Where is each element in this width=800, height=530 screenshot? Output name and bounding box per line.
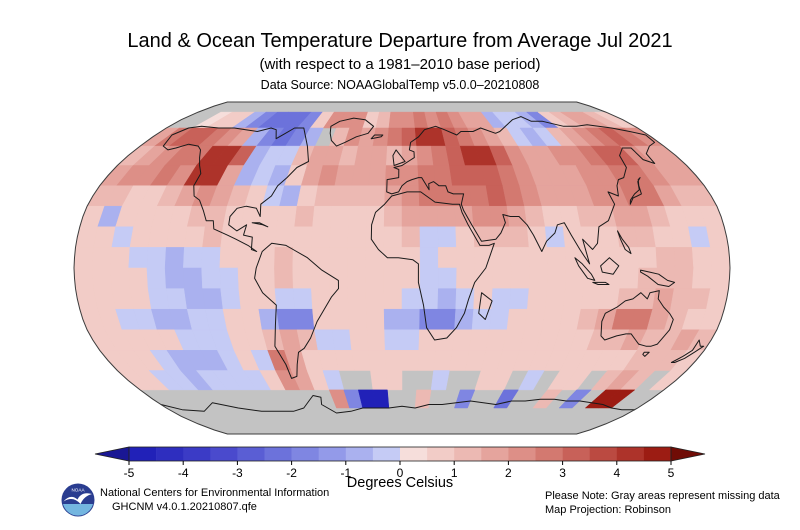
colorbar-tick-label: -1 (340, 466, 351, 480)
colorbar-tick-label: 2 (505, 466, 512, 480)
org-attribution: National Centers for Environmental Infor… (100, 486, 329, 514)
noaa-logo-icon: NOAA (61, 483, 95, 517)
data-source-line: Data Source: NOAAGlobalTemp v5.0.0–20210… (260, 78, 540, 92)
colorbar-tick-label: -2 (286, 466, 297, 480)
dataset-version: GHCNM v4.0.1.20210807.qfe (112, 501, 257, 513)
legend-units-label: Degrees Celsius (346, 475, 454, 491)
colorbar-tick-label: -3 (232, 466, 243, 480)
missing-data-note: Please Note: Gray areas represent missin… (545, 490, 780, 502)
colorbar-tick-label: 4 (613, 466, 620, 480)
projection-note: Map Projection: Robinson (545, 504, 671, 516)
colorbar-tick-label: 3 (559, 466, 566, 480)
colorbar-tick-label: 1 (451, 466, 458, 480)
world-anomaly-map (72, 96, 732, 446)
org-name: National Centers for Environmental Infor… (100, 487, 330, 499)
colorbar-tick-label: -5 (124, 466, 135, 480)
map-notes: Please Note: Gray areas represent missin… (545, 489, 780, 517)
colorbar-legend: -5 -4 -3 -2 -1 0 1 2 3 4 5 (85, 444, 725, 484)
page-subtitle: (with respect to a 1981–2010 base period… (259, 56, 541, 73)
colorbar-svg: -5 -4 -3 -2 -1 0 1 2 3 4 5 (94, 446, 706, 480)
noaa-logo-text: NOAA (71, 487, 85, 492)
colorbar-tick-label: -4 (178, 466, 189, 480)
noaa-logo: NOAA (61, 483, 95, 517)
colorbar-tick-label: 5 (668, 466, 675, 480)
colorbar-tick-label: 0 (397, 466, 404, 480)
page-title: Land & Ocean Temperature Departure from … (127, 30, 673, 52)
robinson-map-svg (73, 101, 731, 435)
